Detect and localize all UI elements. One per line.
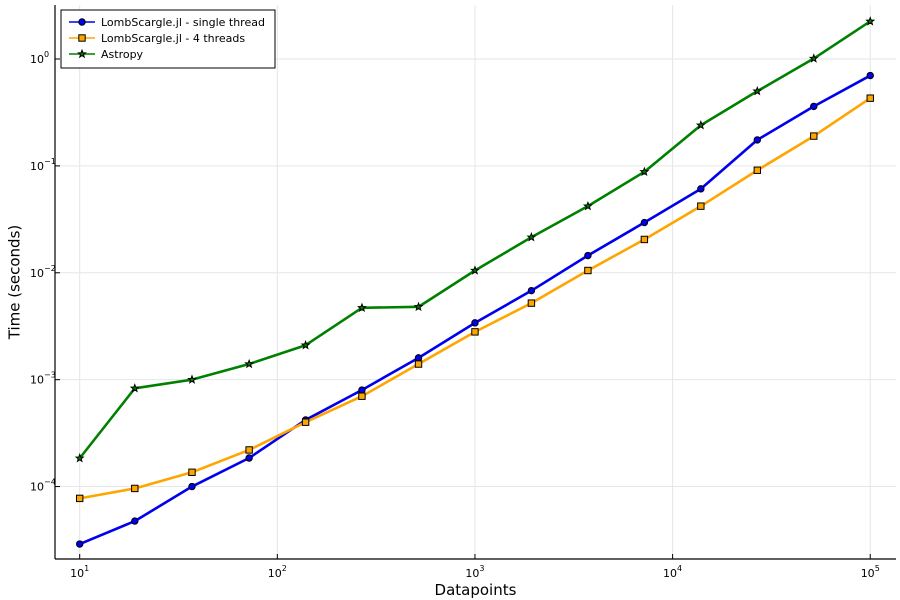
data-point <box>358 386 366 394</box>
data-point <box>245 454 253 462</box>
data-point <box>697 202 705 210</box>
data-point <box>413 301 424 312</box>
data-point <box>584 251 592 260</box>
legend-marker <box>77 48 87 59</box>
y-axis-title: Time (seconds) <box>5 225 23 341</box>
series-3 <box>74 16 876 463</box>
data-point <box>131 517 139 525</box>
data-point <box>131 484 139 493</box>
data-point <box>582 200 593 211</box>
data-point <box>358 392 366 400</box>
legend-item: Astropy <box>69 48 144 61</box>
x-tick-label: 104 <box>663 564 682 580</box>
y-tick-label: 100 <box>30 50 49 66</box>
data-point <box>752 85 763 96</box>
y-tick-label: 10−2 <box>30 264 56 280</box>
y-tick-label: 10−3 <box>30 371 56 387</box>
data-point <box>526 232 537 242</box>
data-point <box>244 358 255 369</box>
data-point <box>245 446 253 454</box>
axes <box>54 5 896 560</box>
data-point <box>753 166 762 174</box>
series-layer <box>74 16 876 548</box>
data-point <box>640 235 649 244</box>
legend-item: LombScargle.jl - single thread <box>69 16 265 29</box>
x-tick-label: 101 <box>70 564 89 580</box>
data-point <box>414 354 423 362</box>
data-point <box>527 286 536 295</box>
x-tick-label: 103 <box>465 564 484 580</box>
legend-label: LombScargle.jl - 4 threads <box>101 32 245 45</box>
x-tick-labels: 101 102 103 104 105 <box>70 564 880 580</box>
data-point <box>74 453 85 463</box>
data-point <box>469 265 480 275</box>
data-point <box>356 302 367 313</box>
y-tick-labels: 10−4 10−3 10−2 10−1 100 <box>30 50 56 494</box>
legend-marker <box>78 34 86 42</box>
legend-marker <box>78 18 86 26</box>
data-point <box>471 328 479 336</box>
x-tick-label: 105 <box>861 564 880 580</box>
data-point <box>753 136 762 144</box>
y-tick-label: 10−4 <box>30 478 56 494</box>
data-point <box>866 71 874 80</box>
data-point <box>301 418 310 426</box>
data-point <box>188 482 196 491</box>
data-point <box>75 494 84 503</box>
series-2 <box>75 94 874 503</box>
legend-label: Astropy <box>101 48 144 61</box>
data-point <box>300 340 311 350</box>
legend: LombScargle.jl - single thread LombScargl… <box>60 9 276 69</box>
data-point <box>527 299 536 307</box>
data-point <box>188 468 196 476</box>
data-point <box>695 120 706 130</box>
data-point <box>414 360 423 368</box>
legend-item: LombScargle.jl - 4 threads <box>69 32 245 45</box>
data-point <box>471 319 479 327</box>
data-point <box>808 53 819 63</box>
data-point <box>697 185 705 193</box>
x-axis-title: Datapoints <box>435 581 517 599</box>
data-point <box>810 102 818 111</box>
legend-box <box>60 9 276 69</box>
data-point <box>639 166 650 177</box>
data-point <box>75 540 84 548</box>
x-tick-label: 102 <box>268 564 287 580</box>
data-point <box>584 266 592 275</box>
data-point <box>640 218 649 227</box>
data-point <box>865 16 876 26</box>
data-point <box>129 383 140 393</box>
data-point <box>866 94 874 102</box>
data-point <box>810 132 818 140</box>
legend-label: LombScargle.jl - single thread <box>101 16 265 29</box>
data-point <box>187 374 197 384</box>
y-tick-label: 10−1 <box>30 157 56 173</box>
